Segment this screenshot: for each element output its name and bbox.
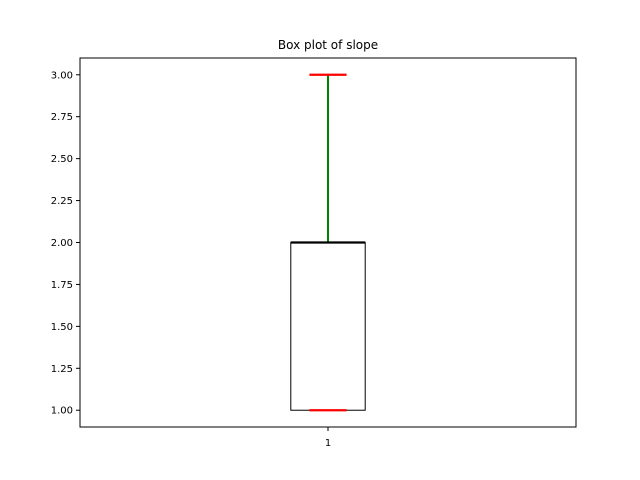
y-axis: 1.00 1.25 1.50 1.75 2.00 2.25 2.50 2.75 3.00 — [51, 70, 80, 417]
x-tick-label: 1 — [325, 438, 331, 449]
chart-title: Box plot of slope — [278, 38, 378, 52]
plot-marks — [290, 73, 366, 412]
y-tick-label: 1.00 — [51, 406, 73, 417]
y-tick-label: 2.75 — [51, 112, 73, 123]
y-tick-label: 2.25 — [51, 196, 73, 207]
y-tick-label: 1.50 — [51, 322, 73, 333]
y-tick-label: 2.50 — [51, 154, 73, 165]
y-tick-label: 1.25 — [51, 364, 73, 375]
y-tick-label: 2.00 — [51, 238, 73, 249]
box-iqr — [290, 242, 366, 411]
y-tick-label: 3.00 — [51, 70, 73, 81]
x-axis: 1 — [325, 427, 331, 449]
y-tick-label: 1.75 — [51, 280, 73, 291]
plot-frame — [79, 57, 577, 428]
